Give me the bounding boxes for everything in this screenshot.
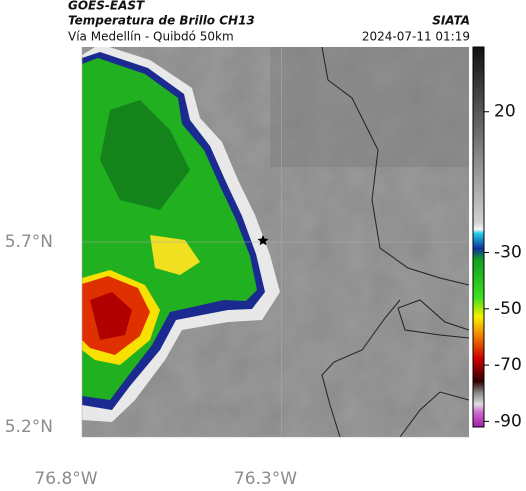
agency: SIATA (432, 14, 470, 28)
subtitle: Temperatura de Brillo CH13 (68, 14, 255, 28)
boundary (321, 299, 401, 437)
boundary (397, 299, 469, 339)
colorbar-tick-label: -90 (494, 411, 522, 431)
map-imagery (82, 47, 469, 437)
route: Vía Medellín - Quibdó 50km (68, 30, 234, 44)
dark-zone (270, 47, 469, 167)
colorbar-tick-label: -50 (494, 299, 522, 319)
colorbar-tick-label: -70 (494, 355, 522, 375)
cloud-cold-core (100, 100, 190, 210)
boundary (321, 47, 469, 286)
location-marker (257, 235, 269, 246)
colorbar-tick-label: -30 (494, 242, 522, 262)
colorbar (472, 46, 485, 428)
cloud-deep-red (90, 292, 132, 340)
grid (81, 47, 469, 438)
y-tick-label: 5.7°N (5, 232, 53, 252)
x-tick-label: 76.3°W (234, 469, 297, 489)
colorbar-tick-label: 20 (494, 102, 516, 122)
boundary (399, 391, 469, 437)
cloud-yellow (150, 235, 200, 275)
x-tick-label: 76.8°W (34, 469, 97, 489)
y-tick-label: 5.2°N (5, 417, 53, 437)
title: GOES-EAST (68, 0, 145, 13)
timestamp: 2024-07-11 01:19 (362, 30, 470, 44)
